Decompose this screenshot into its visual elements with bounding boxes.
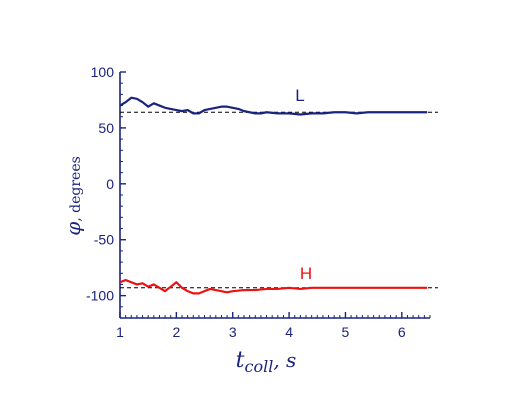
series-label-l: L: [295, 86, 304, 105]
x-tick-label: 5: [342, 324, 350, 340]
y-axis-title-unit: , degrees: [68, 156, 84, 222]
x-tick-label: 3: [229, 324, 237, 340]
x-tick-label: 4: [285, 324, 293, 340]
reference-lines: [120, 111, 438, 289]
ticks: [119, 71, 431, 319]
x-axis-title-sub: coll: [245, 357, 274, 376]
y-tick-label: -50: [94, 232, 114, 248]
tick-labels: 100 50 0 -50 -100 1 2 3 4 5 6: [86, 64, 406, 340]
series-lines: [119, 96, 428, 295]
series-line-l: [119, 96, 428, 116]
series-line-h: [119, 278, 428, 295]
y-tick-label: 50: [98, 120, 114, 136]
x-tick-label: 1: [116, 324, 124, 340]
x-tick-label: 6: [398, 324, 406, 340]
y-axis-title-symbol: φ: [61, 222, 85, 236]
x-axis-title-main: t: [236, 348, 245, 373]
y-axis-title: φ, degrees: [61, 156, 85, 236]
x-axis-title: tcoll, s: [236, 348, 297, 376]
x-axis-title-suffix: , s: [273, 348, 296, 372]
series-label-h: H: [300, 264, 312, 283]
y-tick-label: 0: [106, 176, 114, 192]
y-tick-label: 100: [91, 64, 115, 80]
x-tick-label: 2: [172, 324, 180, 340]
y-tick-label: -100: [86, 288, 114, 304]
